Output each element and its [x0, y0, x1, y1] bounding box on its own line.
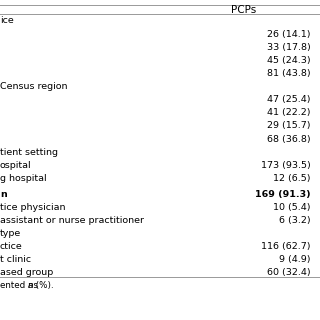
Text: t clinic: t clinic [0, 255, 31, 264]
Text: 173 (93.5): 173 (93.5) [261, 161, 310, 170]
Text: 47 (25.4): 47 (25.4) [267, 95, 310, 104]
Text: 33 (17.8): 33 (17.8) [267, 43, 310, 52]
Text: 45 (24.3): 45 (24.3) [267, 56, 310, 65]
Text: PCPs: PCPs [231, 4, 256, 15]
Text: ospital: ospital [0, 161, 32, 170]
Text: 10 (5.4): 10 (5.4) [273, 203, 310, 212]
Text: tice physician: tice physician [0, 203, 66, 212]
Text: (%).: (%). [33, 281, 53, 290]
Text: n: n [0, 189, 7, 199]
Text: 9 (4.9): 9 (4.9) [279, 255, 310, 264]
Text: g hospital: g hospital [0, 174, 47, 183]
Text: Census region: Census region [0, 82, 68, 91]
Text: tient setting: tient setting [0, 148, 58, 157]
Text: 26 (14.1): 26 (14.1) [267, 29, 310, 39]
Text: type: type [0, 229, 21, 238]
Text: n: n [27, 281, 33, 290]
Text: ented as: ented as [0, 281, 41, 290]
Text: 6 (3.2): 6 (3.2) [279, 216, 310, 225]
Text: ice: ice [0, 16, 14, 26]
Text: 81 (43.8): 81 (43.8) [267, 69, 310, 78]
Text: 41 (22.2): 41 (22.2) [267, 108, 310, 117]
Text: 68 (36.8): 68 (36.8) [267, 134, 310, 144]
Text: ctice: ctice [0, 242, 23, 251]
Text: 116 (62.7): 116 (62.7) [261, 242, 310, 251]
Text: 12 (6.5): 12 (6.5) [273, 174, 310, 183]
Text: 60 (32.4): 60 (32.4) [267, 268, 310, 277]
Text: 169 (91.3): 169 (91.3) [255, 189, 310, 199]
Text: 29 (15.7): 29 (15.7) [267, 121, 310, 131]
Text: assistant or nurse practitioner: assistant or nurse practitioner [0, 216, 144, 225]
Text: ased group: ased group [0, 268, 53, 277]
